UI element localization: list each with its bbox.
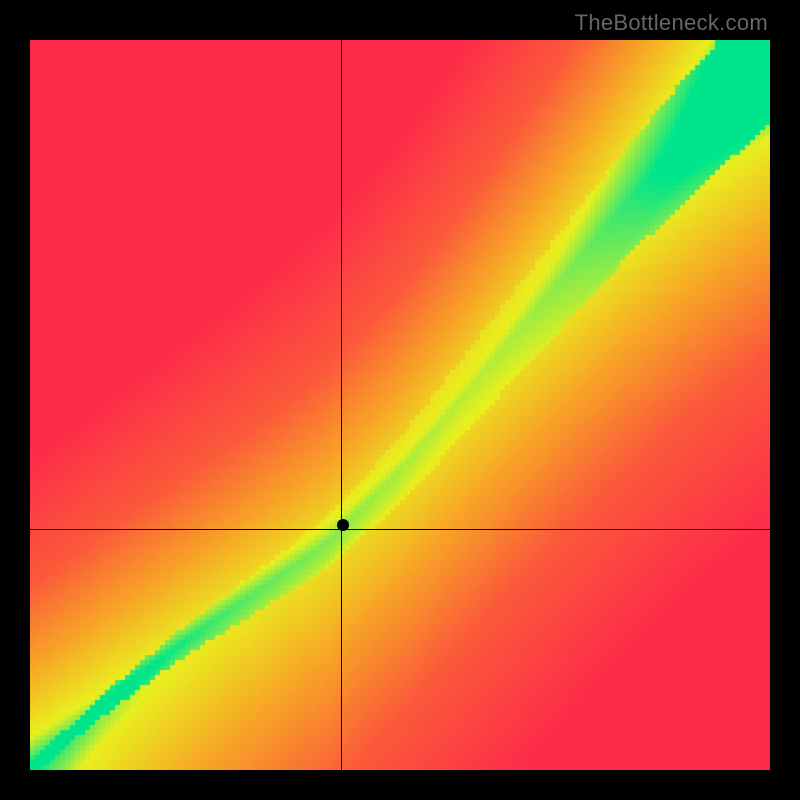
crosshair-vertical	[341, 40, 342, 770]
chart-container: TheBottleneck.com	[0, 0, 800, 800]
heatmap-canvas	[30, 40, 770, 770]
watermark-text: TheBottleneck.com	[575, 10, 768, 36]
data-point-marker	[337, 519, 349, 531]
crosshair-horizontal	[30, 529, 770, 530]
